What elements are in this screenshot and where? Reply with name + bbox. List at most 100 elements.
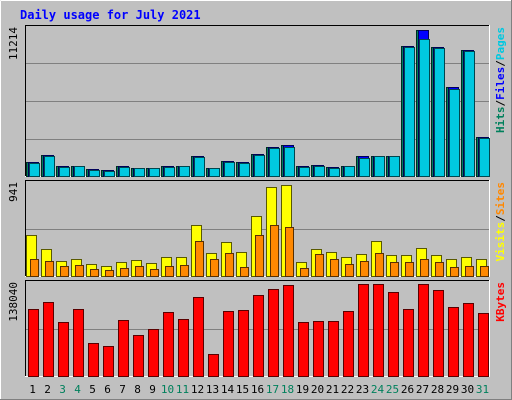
- bar-sites: [345, 264, 354, 277]
- bar-sites: [270, 225, 279, 277]
- x-tick-label: 9: [149, 383, 156, 396]
- x-tick-label: 25: [386, 383, 399, 396]
- bar-sites: [300, 268, 309, 277]
- bar-kbytes: [358, 284, 369, 377]
- bar-kbytes: [403, 309, 414, 377]
- bar-pages: [44, 156, 55, 177]
- bar-kbytes: [148, 329, 159, 377]
- bar-kbytes: [268, 289, 279, 377]
- bar-kbytes: [238, 310, 249, 377]
- bar-kbytes: [28, 309, 39, 377]
- bar-kbytes: [433, 290, 444, 377]
- bar-kbytes: [103, 346, 114, 377]
- x-tick-label: 18: [281, 383, 294, 396]
- bar-kbytes: [178, 319, 189, 377]
- y-max-label: 138040: [7, 282, 20, 322]
- x-tick-label: 30: [461, 383, 474, 396]
- bar-pages: [164, 167, 175, 177]
- bar-kbytes: [253, 295, 264, 377]
- bar-kbytes: [193, 297, 204, 377]
- panel-top: 11214 Hits/Files/Pages: [7, 25, 507, 177]
- bar-pages: [359, 158, 370, 177]
- legend-separator: /: [494, 100, 507, 107]
- x-tick-label: 27: [416, 383, 429, 396]
- legend-item: Sites: [494, 182, 507, 215]
- bar-sites: [195, 241, 204, 277]
- bar-pages: [149, 168, 160, 177]
- bar-sites: [450, 267, 459, 277]
- bar-kbytes: [208, 354, 219, 377]
- bar-sites: [210, 259, 219, 277]
- x-tick-label: 8: [134, 383, 141, 396]
- x-tick-label: 10: [161, 383, 174, 396]
- bar-pages: [59, 167, 70, 177]
- bar-sites: [45, 261, 54, 277]
- bar-kbytes: [73, 309, 84, 377]
- bar-pages: [29, 163, 40, 177]
- bar-pages: [329, 168, 340, 177]
- x-tick-label: 29: [446, 383, 459, 396]
- legend-separator: /: [494, 215, 507, 222]
- bar-kbytes: [418, 284, 429, 377]
- bar-sites: [480, 266, 489, 277]
- bar-kbytes: [373, 284, 384, 377]
- legend-separator: /: [494, 60, 507, 67]
- bar-pages: [419, 39, 430, 177]
- bar-sites: [30, 259, 39, 277]
- bar-pages: [314, 166, 325, 177]
- bar-kbytes: [283, 285, 294, 377]
- bar-kbytes: [43, 302, 54, 377]
- x-tick-label: 6: [104, 383, 111, 396]
- y-max-label: 11214: [7, 27, 20, 60]
- panel-middle: 941 Visits/Sites: [7, 180, 507, 277]
- bar-sites: [465, 266, 474, 277]
- bar-kbytes: [88, 343, 99, 377]
- bar-sites: [285, 227, 294, 277]
- bar-pages: [104, 171, 115, 177]
- bar-pages: [254, 155, 265, 177]
- bar-pages: [239, 163, 250, 177]
- bar-kbytes: [223, 311, 234, 377]
- x-tick-label: 26: [401, 383, 414, 396]
- x-tick-label: 5: [89, 383, 96, 396]
- bar-sites: [315, 254, 324, 277]
- x-tick-label: 12: [191, 383, 204, 396]
- y-max-label: 941: [7, 182, 20, 202]
- x-tick-label: 19: [296, 383, 309, 396]
- x-tick-label: 2: [44, 383, 51, 396]
- bar-pages: [194, 157, 205, 177]
- x-tick-label: 1: [29, 383, 36, 396]
- bar-sites: [405, 262, 414, 277]
- legend-top: Hits/Files/Pages: [494, 27, 507, 133]
- bar-kbytes: [118, 320, 129, 377]
- bar-sites: [390, 262, 399, 277]
- bar-sites: [435, 262, 444, 277]
- bar-kbytes: [478, 313, 489, 377]
- bar-sites: [90, 269, 99, 277]
- bar-sites: [150, 269, 159, 277]
- x-tick-label: 21: [326, 383, 339, 396]
- bar-pages: [389, 156, 400, 177]
- x-tick-label: 28: [431, 383, 444, 396]
- x-tick-label: 11: [176, 383, 189, 396]
- bar-pages: [449, 89, 460, 177]
- x-tick-label: 24: [371, 383, 385, 396]
- x-tick-label: 4: [74, 383, 81, 396]
- bar-pages: [344, 166, 355, 177]
- bar-pages: [479, 138, 490, 177]
- bar-sites: [180, 265, 189, 277]
- legend-item: Hits: [494, 107, 507, 134]
- bar-pages: [374, 156, 385, 177]
- bar-sites: [135, 266, 144, 277]
- x-tick-label: 14: [221, 383, 235, 396]
- bar-pages: [179, 166, 190, 177]
- legend-item: KBytes: [494, 282, 507, 322]
- bar-kbytes: [388, 292, 399, 377]
- legend-item: Files: [494, 67, 507, 100]
- legend-middle: Visits/Sites: [494, 182, 507, 262]
- bar-pages: [224, 162, 235, 177]
- bar-kbytes: [448, 307, 459, 377]
- x-tick-label: 22: [341, 383, 354, 396]
- bar-pages: [434, 48, 445, 177]
